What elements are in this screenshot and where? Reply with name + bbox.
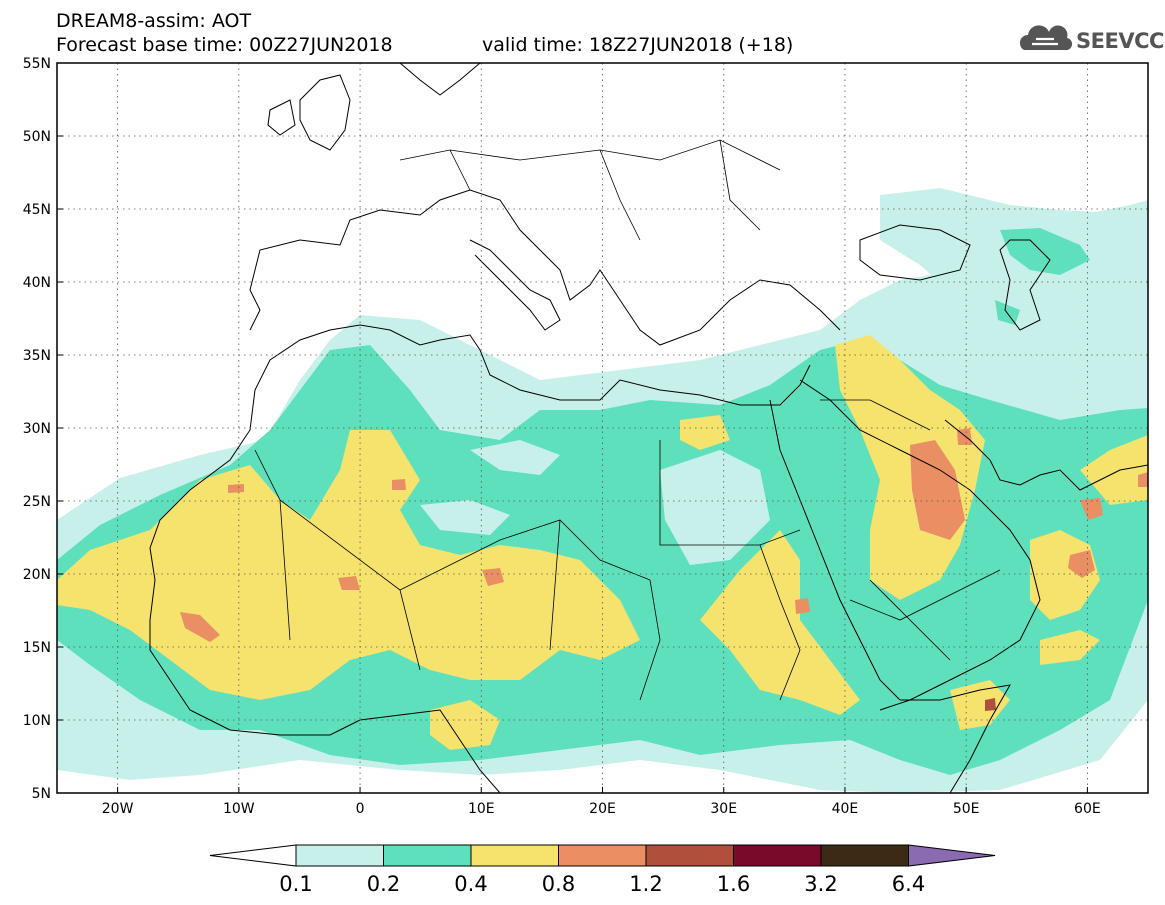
colorbar-triangle-high <box>908 844 996 867</box>
colorbar-label: 1.2 <box>629 872 663 896</box>
lon-tick-label: 60E <box>1074 801 1101 817</box>
colorbar-label: 6.4 <box>891 872 926 896</box>
scandinavia-coast <box>399 63 481 96</box>
colorbar-label: 0.2 <box>366 872 401 896</box>
lat-tick-label: 15N <box>23 640 51 656</box>
map-title: DREAM8-assim: AOT <box>56 10 252 32</box>
italy-coast <box>469 239 561 331</box>
colorbar-triangle-low <box>209 844 297 867</box>
aot-contour-04f <box>1040 630 1100 665</box>
lat-tick-label: 30N <box>23 421 51 437</box>
uk-coast <box>299 74 351 151</box>
colorbar-swatch <box>820 844 909 867</box>
aot-contour-08c <box>1080 498 1103 520</box>
colorbar-label: 0.4 <box>454 872 488 896</box>
aot-contour-08b <box>1068 550 1095 578</box>
aot-contour-08g <box>228 484 244 493</box>
border-2 <box>820 399 1001 661</box>
lon-tick-label: 10E <box>468 801 495 817</box>
lon-tick-label: 10W <box>223 801 255 817</box>
lat-tick-label: 35N <box>23 348 51 364</box>
west-africa-coast <box>149 547 501 793</box>
aot-contour-04h <box>950 680 1010 730</box>
colorbar-label: 3.2 <box>804 872 838 896</box>
lon-tick-label: 20W <box>102 801 134 817</box>
aot-contour-04b <box>700 530 860 715</box>
colorbar <box>209 844 996 867</box>
aot-contour-08e <box>482 568 504 586</box>
border-3 <box>399 139 781 241</box>
aot-gap-1 <box>420 500 510 535</box>
lat-tick-label: 10N <box>23 713 51 729</box>
aot-contour-01b <box>880 188 1148 330</box>
colorbar-swatch <box>645 844 734 867</box>
aot-gap-2 <box>660 450 770 565</box>
lat-tick-label: 55N <box>23 56 51 72</box>
aot-contour-08h <box>392 479 406 490</box>
lat-tick-label: 20N <box>23 567 51 583</box>
lon-tick-label: 30E <box>710 801 737 817</box>
longitude-axis: 20W 10W 0 10E 20E 30E 40E 50E 60E <box>102 787 1101 817</box>
aot-gap-3 <box>470 440 560 475</box>
lat-tick-label: 5N <box>32 786 51 802</box>
north-africa-coast <box>149 324 811 549</box>
aot-contour-04g <box>430 700 500 750</box>
aot-contour-08f <box>338 576 360 590</box>
colorbar-swatch <box>733 844 822 867</box>
lon-tick-label: 50E <box>953 801 980 817</box>
aot-contour-08d <box>180 612 220 642</box>
lon-tick-label: 0 <box>356 801 365 817</box>
aot-contour-08j <box>957 428 972 445</box>
map-grid <box>57 63 1148 793</box>
ireland-coast <box>267 99 296 136</box>
horn-africa-coast <box>900 684 1011 793</box>
aot-contour-08i <box>795 598 810 614</box>
lat-tick-label: 50N <box>23 129 51 145</box>
aot-contour-08k <box>1138 472 1148 487</box>
aot-contour-08a <box>910 440 965 540</box>
colorbar-swatch <box>383 844 472 867</box>
coastlines <box>149 63 1148 793</box>
aot-field <box>57 188 1148 793</box>
persian-gulf-coast <box>944 419 1148 491</box>
logo-text: SEEVCCC <box>1076 29 1165 53</box>
black-sea-coast <box>859 224 971 281</box>
lon-tick-label: 40E <box>832 801 859 817</box>
forecast-base-time: Forecast base time: 00Z27JUN2018 <box>56 34 393 56</box>
aot-contour-04i <box>680 415 730 450</box>
lon-tick-label: 20E <box>589 801 616 817</box>
arabia-coast <box>799 379 1041 711</box>
caspian-coast <box>999 239 1051 331</box>
colorbar-label: 1.6 <box>716 872 751 896</box>
lat-tick-label: 45N <box>23 202 51 218</box>
red-sea-coast <box>769 399 901 701</box>
border-1 <box>254 440 801 701</box>
lat-tick-label: 40N <box>23 275 51 291</box>
colorbar-swatch <box>470 844 559 867</box>
aot-contour-12a <box>985 698 996 711</box>
aot-contour-04e <box>1080 435 1148 505</box>
colorbar-label: 0.8 <box>541 872 576 896</box>
colorbar-swatch <box>558 844 647 867</box>
colorbar-label: 0.1 <box>279 872 313 896</box>
lat-tick-label: 25N <box>23 494 51 510</box>
cloud-logo-icon <box>1019 25 1073 51</box>
latitude-axis: 5N 10N 15N 20N 25N 30N 35N 40N 45N 50N 55N <box>23 56 63 802</box>
valid-time: valid time: 18Z27JUN2018 (+18) <box>482 34 794 56</box>
europe-coast <box>249 189 841 346</box>
colorbar-swatch <box>295 844 384 867</box>
